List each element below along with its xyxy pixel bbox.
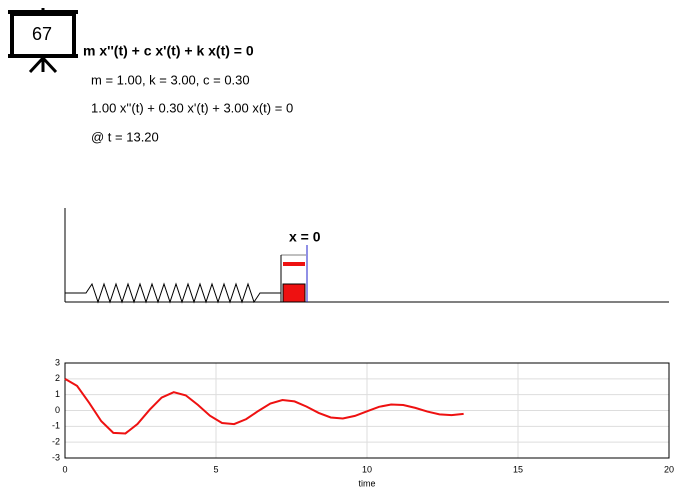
zero-label: x = 0 (289, 229, 321, 245)
x-axis-label: time (358, 478, 375, 488)
y-tick-label: -1 (52, 421, 60, 431)
spring-scene (64, 208, 669, 304)
params: m = 1.00, k = 3.00, c = 0.30 (91, 72, 250, 87)
y-tick-label: 3 (55, 357, 60, 367)
y-tick-label: 0 (55, 405, 60, 415)
x-tick-label: 10 (362, 464, 372, 474)
data-line (64, 377, 464, 435)
x-tick-label: 5 (213, 464, 218, 474)
y-tick-label: -2 (52, 437, 60, 447)
equation: m x''(t) + c x'(t) + k x(t) = 0 (83, 43, 254, 59)
badge-number: 67 (32, 24, 52, 44)
x-tick-label: 20 (664, 464, 674, 474)
y-tick-label: 1 (55, 389, 60, 399)
x-tick-label: 0 (62, 464, 67, 474)
instance-equation: 1.00 x''(t) + 0.30 x'(t) + 3.00 x(t) = 0 (91, 100, 293, 115)
y-tick-label: 2 (55, 373, 60, 383)
time-readout: @ t = 13.20 (91, 129, 159, 144)
y-tick-label: -3 (52, 452, 60, 462)
badge-icon (8, 8, 78, 74)
x-tick-label: 15 (513, 464, 523, 474)
plot-frame (64, 362, 670, 459)
